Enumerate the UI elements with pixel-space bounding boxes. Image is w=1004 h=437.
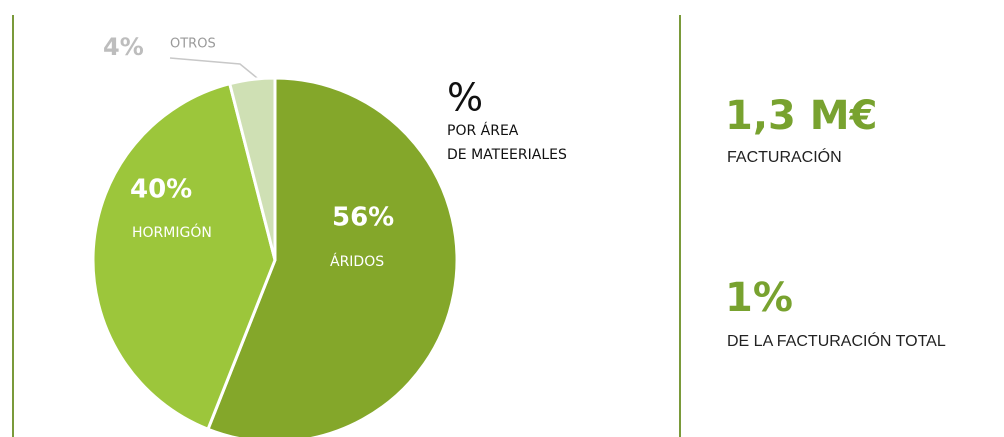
slice-value-label: 40%: [130, 175, 192, 205]
leader-line: [169, 57, 263, 83]
stat-label: FACTURACIÓN: [727, 147, 842, 166]
slice-category-label: ÁRIDOS: [330, 253, 384, 270]
pie-slice: [206, 76, 459, 437]
pie-slice: [91, 81, 277, 432]
slice-value-label: 56%: [332, 203, 394, 233]
stat-value: 1,3 M€: [725, 93, 877, 139]
chart-subtitle: POR ÁREA: [447, 122, 519, 139]
chart-title: %: [447, 76, 483, 120]
stat-label: DE LA FACTURACIÓN TOTAL: [727, 331, 946, 350]
slice-category-label: HORMIGÓN: [132, 223, 212, 241]
slice-category-label: OTROS: [170, 37, 216, 52]
stat-value: 1%: [725, 275, 793, 321]
slice-value-label: 4%: [103, 33, 144, 61]
chart-subtitle: DE MATEERIALES: [447, 147, 567, 163]
pie-slice: [227, 76, 277, 261]
